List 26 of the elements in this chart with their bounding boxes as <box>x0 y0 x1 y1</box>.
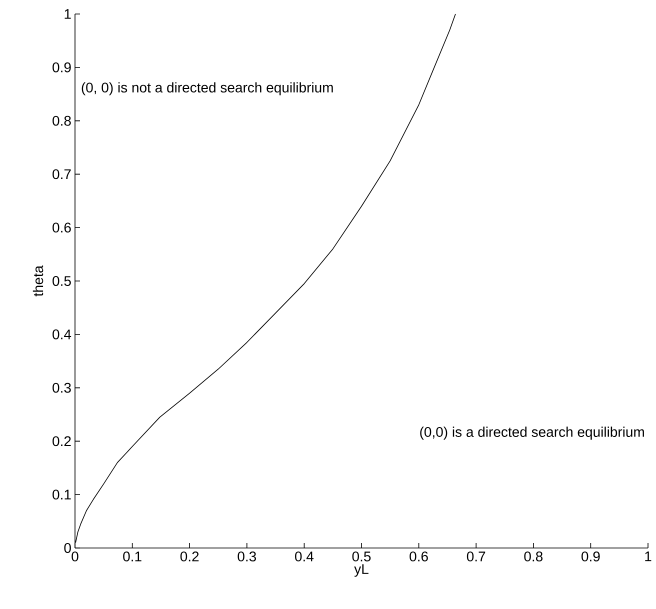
y-tick-label: 0.2 <box>52 436 71 446</box>
y-tick-label: 0.7 <box>52 169 71 180</box>
y-axis-title: theta <box>32 265 44 296</box>
x-tick-label: 0 <box>72 552 78 562</box>
y-tick-label: 0.9 <box>52 62 71 72</box>
x-tick-label: 0.6 <box>410 552 428 562</box>
x-tick-label: 0.1 <box>123 552 142 562</box>
x-tick-label: 0.8 <box>524 552 543 562</box>
x-tick-label: 0.3 <box>238 552 256 562</box>
y-tick-label: 0.4 <box>52 329 72 340</box>
x-tick-label: 0.2 <box>180 552 199 562</box>
y-tick-label: 0 <box>64 543 71 553</box>
x-tick-label: 0.7 <box>466 552 486 562</box>
x-tick-label: 0.9 <box>582 552 600 562</box>
x-axis-title: yL <box>354 564 368 577</box>
y-tick-label: 0.3 <box>52 382 71 393</box>
y-tick-label: 0.1 <box>52 490 71 500</box>
x-tick-label: 0.4 <box>295 552 314 562</box>
annotation: (0,0) is a directed search equilibrium <box>420 426 644 440</box>
y-tick-label: 0.6 <box>52 222 71 233</box>
y-tick-label: 0.8 <box>52 116 71 126</box>
x-tick-label: 0.5 <box>352 552 371 562</box>
y-tick-label: 0.5 <box>52 276 71 286</box>
y-tick-label: 1 <box>64 9 71 19</box>
annotation: (0, 0) is not a directed search equilibrium <box>82 82 333 96</box>
x-tick-label: 1 <box>645 552 652 562</box>
